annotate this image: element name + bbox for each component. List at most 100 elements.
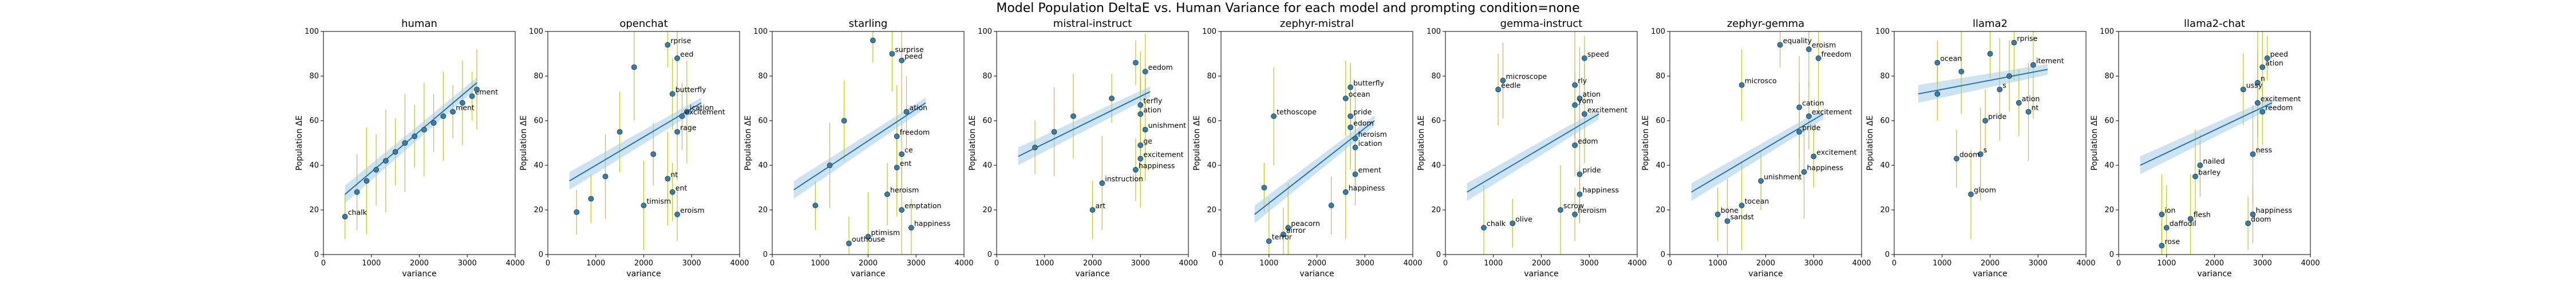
- data-point: [1051, 129, 1057, 135]
- data-point: [870, 37, 876, 43]
- data-point: [1997, 86, 2003, 93]
- y-tick-label: 40: [309, 161, 319, 170]
- y-tick-label: 60: [1431, 117, 1441, 125]
- y-tick-label: 20: [1431, 206, 1441, 214]
- x-tick-label: 1000: [2157, 259, 2176, 268]
- data-point: [342, 213, 348, 220]
- x-tick-label: 4000: [2076, 259, 2095, 268]
- y-tick-label: 60: [1880, 117, 1890, 125]
- y-tick-label: 20: [758, 206, 768, 214]
- x-tick-label: 1000: [586, 259, 605, 268]
- point-label: unishment: [1764, 172, 1802, 181]
- y-tick-label: 20: [1656, 206, 1665, 214]
- data-point: [1934, 91, 1941, 97]
- point-label: happiness: [1807, 164, 1844, 172]
- point-label: ment: [456, 103, 475, 112]
- data-point: [908, 225, 914, 231]
- x-tick-label: 3000: [458, 259, 477, 268]
- data-point: [2159, 211, 2165, 217]
- subplot-title: llama2: [1973, 18, 2008, 30]
- data-point: [2250, 151, 2256, 157]
- data-point: [2159, 243, 2165, 249]
- data-point: [588, 196, 594, 202]
- point-label: ent: [675, 184, 688, 192]
- data-point: [1934, 59, 1941, 66]
- x-tick-label: 1000: [811, 259, 829, 268]
- point-label: ement: [1358, 166, 1381, 174]
- y-tick-label: 100: [753, 27, 768, 36]
- point-label: ent: [900, 159, 912, 168]
- data-point: [2250, 211, 2256, 217]
- y-tick-label: 80: [758, 72, 768, 81]
- y-tick-label: 40: [2104, 161, 2114, 170]
- y-tick-label: 60: [534, 117, 543, 125]
- data-point: [1109, 96, 1115, 101]
- data-point: [1137, 111, 1144, 117]
- data-point: [1714, 211, 1721, 217]
- data-point: [1348, 113, 1354, 120]
- point-label: microscope: [1506, 72, 1547, 81]
- point-label: peed: [2270, 50, 2288, 58]
- data-point: [674, 129, 681, 135]
- data-point: [1577, 96, 1583, 101]
- x-tick-label: 0: [1668, 259, 1672, 268]
- x-axis-label: variance: [402, 269, 436, 279]
- data-point: [1142, 69, 1148, 75]
- point-label: barley: [2198, 168, 2221, 177]
- y-tick-label: 40: [534, 161, 543, 170]
- point-label: ptimism: [871, 228, 900, 237]
- confidence-band: [793, 97, 926, 199]
- y-tick-label: 40: [1207, 161, 1216, 170]
- point-label: peed: [904, 52, 922, 61]
- subplot-title: llama2-chat: [2184, 18, 2245, 30]
- x-tick-label: 1000: [1484, 259, 1503, 268]
- x-tick-label: 2000: [634, 259, 653, 268]
- point-label: equality: [1783, 36, 1812, 45]
- y-axis-label: Population ΔE: [295, 116, 304, 170]
- data-point: [1280, 231, 1286, 237]
- y-axis-label: Population ΔE: [2090, 116, 2099, 170]
- data-point: [683, 109, 690, 115]
- data-point: [1342, 189, 1349, 195]
- data-point: [2259, 64, 2266, 70]
- point-label: happiness: [1349, 184, 1385, 192]
- data-point: [1805, 113, 1812, 120]
- x-tick-label: 2000: [1083, 259, 1102, 268]
- data-point: [1987, 51, 1993, 57]
- regression-line: [1467, 113, 1599, 193]
- x-axis-label: variance: [2197, 269, 2231, 279]
- data-point: [669, 189, 675, 195]
- subplot-title: gemma-instruct: [1500, 18, 1583, 30]
- data-point: [2006, 73, 2012, 79]
- data-point: [392, 149, 398, 155]
- point-label: speed: [1587, 50, 1609, 58]
- point-label: peacorn: [1291, 219, 1320, 228]
- y-tick-label: 60: [309, 117, 319, 125]
- x-tick-label: 0: [770, 259, 775, 268]
- point-label: art: [1096, 201, 1106, 210]
- point-label: ation: [2022, 94, 2040, 103]
- x-tick-label: 1000: [1933, 259, 1951, 268]
- x-axis-label: variance: [1973, 269, 2007, 279]
- y-tick-label: 0: [987, 251, 992, 259]
- point-label: pride: [1583, 166, 1601, 174]
- point-label: terror: [1272, 233, 1293, 241]
- point-label: ness: [2256, 146, 2273, 154]
- y-tick-label: 20: [309, 206, 319, 214]
- y-tick-label: 100: [2100, 27, 2114, 36]
- data-point: [1724, 218, 1730, 224]
- data-point: [1328, 202, 1334, 209]
- x-tick-label: 4000: [1403, 259, 1422, 268]
- data-point: [1796, 129, 1803, 135]
- data-point: [1285, 225, 1291, 231]
- data-point: [1968, 191, 1974, 197]
- data-point: [846, 240, 852, 247]
- point-label: happiness: [1139, 161, 1175, 170]
- data-point: [669, 91, 675, 97]
- regression-line: [1018, 91, 1151, 157]
- subplot-zephyr-gemma: equalityeroismfreedommicroscocationexcit…: [1641, 18, 1871, 279]
